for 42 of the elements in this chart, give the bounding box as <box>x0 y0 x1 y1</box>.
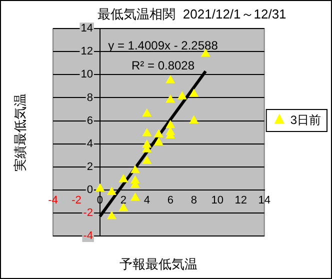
x-tick-label: 14 <box>258 194 270 207</box>
y-tick-label: -2 <box>83 206 93 219</box>
point <box>189 116 198 124</box>
point <box>119 203 128 212</box>
y-tick-label: 14 <box>80 22 93 35</box>
y-tick-label: 6 <box>86 114 93 127</box>
x-tick-label: -4 <box>48 194 58 207</box>
point <box>166 120 175 128</box>
y-tick-label: 8 <box>86 92 93 104</box>
point <box>130 165 140 174</box>
point <box>178 92 187 100</box>
point <box>154 138 164 146</box>
point <box>107 187 116 195</box>
point <box>96 184 104 192</box>
x-tick-label: 2 <box>120 194 127 207</box>
point <box>119 174 128 182</box>
x-tick-label: 12 <box>234 194 247 207</box>
annotation: R² = 0.8028 <box>131 58 195 72</box>
x-tick-label: 4 <box>144 194 150 207</box>
x-tick-label: 6 <box>167 194 174 207</box>
x-tick-label: 8 <box>190 194 197 207</box>
x-axis-title: 予報最低気温 <box>120 256 198 272</box>
y-tick-label: 2 <box>86 160 93 173</box>
y-tick-label: -4 <box>83 230 93 242</box>
legend-label: 3日前 <box>290 112 322 127</box>
point <box>107 211 116 220</box>
y-tick-label: 12 <box>80 46 93 58</box>
point <box>154 130 164 138</box>
y-tick-label: 4 <box>86 138 93 150</box>
x-tick-label: -2 <box>72 194 82 207</box>
point <box>166 95 175 103</box>
y-axis-title: 実績最低気温 <box>12 93 28 172</box>
point <box>130 192 140 201</box>
point <box>189 89 198 98</box>
y-tick-label: 10 <box>80 68 93 81</box>
point <box>142 108 152 117</box>
x-tick-label: 10 <box>211 194 224 207</box>
point <box>142 128 152 136</box>
point <box>142 156 152 164</box>
chart-title: 最低気温相関 2021/12/1～12/31 <box>98 6 286 22</box>
y-tick-label: 0 <box>86 184 93 196</box>
point <box>166 75 175 84</box>
